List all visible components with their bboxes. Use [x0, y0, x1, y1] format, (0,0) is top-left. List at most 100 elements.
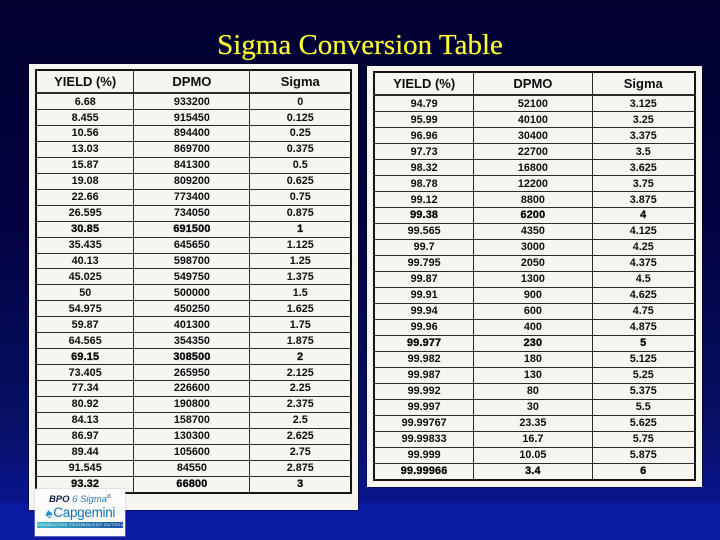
table-cell: 308500 [133, 348, 251, 366]
table-cell: 80 [473, 382, 593, 400]
table-row: 99.987 130 5.25 [373, 366, 696, 384]
table-cell: 30 [473, 398, 593, 416]
table-cell: 773400 [133, 188, 251, 206]
table-cell: 400 [473, 318, 593, 336]
table-cell: 19.08 [35, 172, 135, 190]
table-row: 89.44 105600 2.75 [35, 443, 352, 461]
table-cell: 5.875 [591, 446, 696, 464]
table-row: 94.79 52100 3.125 [373, 94, 696, 113]
table-cell: 2 [249, 348, 352, 366]
table-cell: 894400 [133, 125, 251, 142]
brand-name: Capgemini [53, 505, 116, 521]
table-row: 99.565 4350 4.125 [373, 222, 696, 240]
table-row: 91.545 84550 2.875 [35, 459, 352, 477]
table-cell: 99.96 [373, 318, 475, 336]
table-row: 50 500000 1.5 [35, 284, 352, 302]
table-cell: 99.992 [373, 382, 475, 400]
table-cell: 10.05 [473, 446, 593, 464]
table-row: 99.999 10.05 5.875 [373, 446, 696, 464]
table-cell: 99.99767 [373, 414, 475, 432]
table-cell: 99.7 [373, 238, 475, 256]
table-cell: 900 [473, 286, 593, 304]
table-cell: 99.38 [373, 207, 475, 224]
table-cell: 40100 [473, 111, 593, 129]
table-cell: 1 [249, 220, 352, 238]
table-cell: 45.025 [35, 268, 135, 286]
table-cell: 0.875 [249, 204, 352, 222]
table-row: 80.92 190800 2.375 [35, 395, 352, 413]
table-cell: 84.13 [35, 411, 135, 429]
column-header: Sigma [591, 71, 696, 96]
table-cell: 354350 [133, 332, 251, 350]
table-row: 59.87 401300 1.75 [35, 316, 352, 334]
table-cell: 2.125 [249, 364, 352, 381]
table-cell: 1.625 [249, 300, 352, 318]
table-cell: 226600 [133, 380, 251, 397]
table-cell: 94.79 [373, 94, 475, 113]
sigma-table-left-panel: YIELD (%) DPMO Sigma 6.68 933200 0 8.455 915450… [29, 64, 358, 510]
table-row: 69.15 308500 2 [35, 348, 352, 366]
table-row: 99.997 30 5.5 [373, 398, 696, 416]
table-cell: 2.5 [249, 411, 352, 429]
table-cell: 80.92 [35, 395, 135, 413]
table-row: 99.87 1300 4.5 [373, 270, 696, 288]
column-header: DPMO [133, 69, 251, 94]
table-cell: 6 [591, 462, 696, 481]
table-cell: 1.25 [249, 252, 352, 270]
table-row: 45.025 549750 1.375 [35, 268, 352, 286]
table-cell: 230 [473, 334, 593, 352]
table-cell: 5.125 [591, 350, 696, 368]
table-row: 99.795 2050 4.375 [373, 254, 696, 272]
table-cell: 99.987 [373, 366, 475, 384]
table-row: 99.7 3000 4.25 [373, 238, 696, 256]
table-cell: 15.87 [35, 156, 135, 174]
table-cell: 97.73 [373, 143, 475, 161]
table-row: 98.78 12200 3.75 [373, 175, 696, 193]
table-row: 99.992 80 5.375 [373, 382, 696, 400]
table-cell: 3000 [473, 238, 593, 256]
capgemini-logo: BPO 6 Sigmaσ ♠ Capgemini Consulting Tech… [35, 489, 125, 536]
table-row: 99.977 230 5 [373, 334, 696, 352]
sigma-table-right: YIELD (%) DPMO Sigma 94.79 52100 3.125 95.99 40… [373, 71, 696, 481]
column-header: YIELD (%) [373, 71, 475, 96]
table-cell: 3.125 [591, 94, 696, 113]
table-cell: 2.75 [249, 443, 352, 461]
table-row: 96.96 30400 3.375 [373, 127, 696, 145]
table-cell: 600 [473, 302, 593, 320]
header-row: YIELD (%) DPMO Sigma [373, 71, 696, 96]
spade-icon: ♠ [43, 504, 54, 522]
table-row: 86.97 130300 2.625 [35, 427, 352, 445]
table-cell: 99.91 [373, 286, 475, 304]
capgemini-wordmark: ♠ Capgemini [43, 504, 116, 522]
table-cell: 4.5 [591, 270, 696, 288]
table-row: 99.99966 3.4 6 [373, 462, 696, 481]
table-cell: 0.75 [249, 188, 352, 206]
table-row: 15.87 841300 0.5 [35, 156, 352, 174]
table-cell: 1.75 [249, 316, 352, 334]
table-cell: 4350 [473, 222, 593, 240]
table-row: 19.08 809200 0.625 [35, 172, 352, 190]
table-cell: 869700 [133, 140, 251, 158]
table-cell: 99.94 [373, 302, 475, 320]
table-cell: 16800 [473, 159, 593, 177]
table-row: 99.96 400 4.875 [373, 318, 696, 336]
table-cell: 3.75 [591, 175, 696, 193]
table-cell: 99.12 [373, 191, 475, 208]
table-cell: 0.375 [249, 140, 352, 158]
table-cell: 3.875 [591, 191, 696, 208]
table-cell: 2.375 [249, 395, 352, 413]
table-row: 77.34 226600 2.25 [35, 380, 352, 397]
table-row: 99.91 900 4.625 [373, 286, 696, 304]
table-cell: 98.78 [373, 175, 475, 193]
table-cell: 2.25 [249, 380, 352, 397]
page-title: Sigma Conversion Table [217, 29, 503, 61]
table-cell: 190800 [133, 395, 251, 413]
table-cell: 73.405 [35, 364, 135, 381]
table-row: 99.94 600 4.75 [373, 302, 696, 320]
table-cell: 598700 [133, 252, 251, 270]
table-cell: 98.32 [373, 159, 475, 177]
table-row: 40.13 598700 1.25 [35, 252, 352, 270]
table-cell: 5.75 [591, 430, 696, 448]
table-cell: 3.5 [591, 143, 696, 161]
table-cell: 6200 [473, 207, 593, 224]
